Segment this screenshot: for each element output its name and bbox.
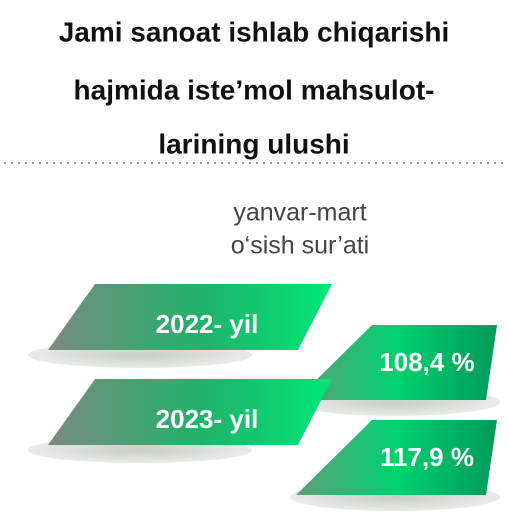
title-line: Jami sanoat ishlab chiqarishi <box>59 16 450 47</box>
year-banner <box>48 284 332 350</box>
value-box <box>296 420 497 495</box>
items: 108,4 % 2022- yil 117,9 % 2023- yil <box>28 284 500 511</box>
subtitle-line: o‘sish sur’ati <box>231 232 369 260</box>
growth-value: 117,9 % <box>380 442 474 472</box>
value-box <box>296 325 497 400</box>
year-banner <box>48 379 332 445</box>
growth-value: 108,4 % <box>379 347 474 377</box>
title-line: larining ulushi <box>158 128 349 159</box>
year-label: 2022- yil <box>156 309 259 339</box>
subtitle-line: yanvar-mart <box>233 199 366 227</box>
title-line: hajmida iste’mol mahsulot- <box>74 74 435 105</box>
year-label: 2023- yil <box>156 404 259 434</box>
